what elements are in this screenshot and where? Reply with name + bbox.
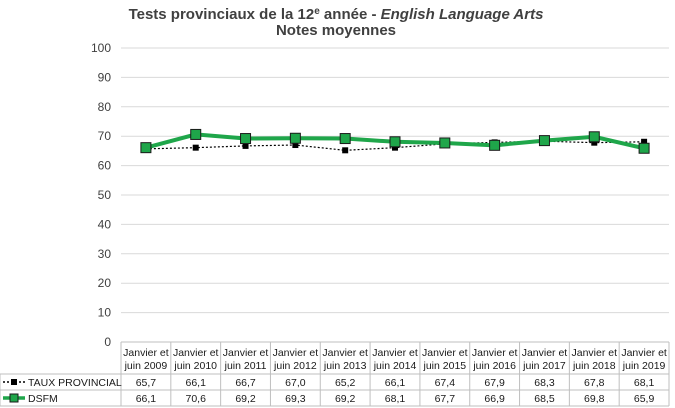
legend-label: TAUX PROVINCIAL [28, 377, 122, 389]
table-cell: 66,7 [235, 377, 256, 389]
data-point-dsfm [289, 132, 301, 144]
chart-title-prefix: Tests provinciaux de la 12 [129, 6, 315, 23]
data-point-taux-provincial [292, 142, 299, 149]
y-tick-label: 60 [98, 159, 112, 173]
data-point-taux-provincial [641, 138, 648, 145]
data-point-dsfm [489, 139, 501, 151]
chart-title-italic: English Language Arts [381, 6, 544, 23]
y-axis: 0 10 20 30 40 50 60 70 80 90 100 [91, 41, 111, 349]
y-tick-label: 30 [98, 247, 112, 261]
table-cell: 69,8 [584, 393, 605, 405]
category-label: Janvier et juin 2019 [621, 347, 667, 372]
category-label: Janvier et juin 2016 [472, 347, 518, 372]
table-cell: 68,1 [634, 377, 655, 389]
chart-title-superscript: e [314, 6, 320, 17]
y-tick-label: 80 [98, 100, 112, 114]
data-point-taux-provincial [242, 142, 249, 149]
data-point-dsfm [190, 128, 202, 140]
category-label: Janvier et juin 2015 [422, 347, 468, 372]
table-cell: 66,1 [186, 377, 207, 389]
data-point-dsfm [140, 142, 152, 154]
table-cell: 70,6 [186, 393, 207, 405]
category-label: Janvier et juin 2011 [223, 347, 269, 372]
legend-marker [9, 393, 19, 403]
category-label: Janvier et juin 2017 [522, 347, 568, 372]
table-cell: 67,4 [435, 377, 456, 389]
data-point-dsfm [389, 136, 401, 148]
y-tick-label: 10 [98, 306, 112, 320]
table-cell: 69,3 [285, 393, 306, 405]
y-tick-label: 0 [104, 335, 111, 349]
chart-title-middle: année - [320, 6, 381, 23]
data-point-dsfm [339, 133, 351, 145]
table-cell: 68,1 [385, 393, 406, 405]
y-tick-label: 50 [98, 188, 112, 202]
table-cell: 66,1 [385, 377, 406, 389]
table-cell: 65,2 [335, 377, 356, 389]
legend-key [3, 379, 25, 385]
data-point-dsfm [439, 137, 451, 149]
y-tick-label: 40 [98, 217, 112, 231]
data-point-dsfm [638, 142, 650, 154]
chart-title-line1: Tests provinciaux de la 12e année - Engl… [129, 6, 544, 23]
table-cell: 69,2 [235, 393, 256, 405]
series-lines [140, 128, 650, 154]
data-point-dsfm [588, 131, 600, 143]
y-tick-label: 20 [98, 276, 112, 290]
table-cell: 67,8 [584, 377, 605, 389]
data-point-dsfm [240, 133, 252, 145]
table-cell: 66,1 [136, 393, 157, 405]
table-cell: 67,0 [285, 377, 306, 389]
category-label: Janvier et juin 2009 [123, 347, 169, 372]
table-cell: 67,7 [435, 393, 456, 405]
table-cell: 66,9 [484, 393, 505, 405]
table-cell: 67,9 [484, 377, 505, 389]
data-point-taux-provincial [392, 144, 398, 151]
data-point-dsfm [538, 135, 550, 147]
table-cell: 65,9 [634, 393, 655, 405]
y-tick-label: 100 [91, 41, 111, 55]
legend-label: DSFM [28, 393, 58, 405]
legend-key [3, 393, 25, 403]
data-point-taux-provincial [192, 144, 199, 151]
table-cell: 69,2 [335, 393, 356, 405]
data-point-taux-provincial [342, 147, 349, 154]
category-label: Janvier et juin 2012 [273, 347, 319, 372]
category-label: Janvier et juin 2018 [572, 347, 618, 372]
gridlines [121, 47, 669, 343]
table-cell: 65,7 [136, 377, 157, 389]
category-label: Janvier et juin 2010 [173, 347, 219, 372]
data-point-taux-provincial [591, 139, 598, 146]
legend-marker [11, 379, 17, 385]
category-label: Janvier et juin 2013 [322, 347, 368, 372]
y-tick-label: 70 [98, 129, 112, 143]
table-cell: 68,3 [534, 377, 555, 389]
table-cell: 68,5 [534, 393, 555, 405]
category-label: Janvier et juin 2014 [372, 347, 418, 372]
y-tick-label: 90 [98, 70, 112, 84]
chart-title-line2: Notes moyennes [276, 22, 396, 39]
